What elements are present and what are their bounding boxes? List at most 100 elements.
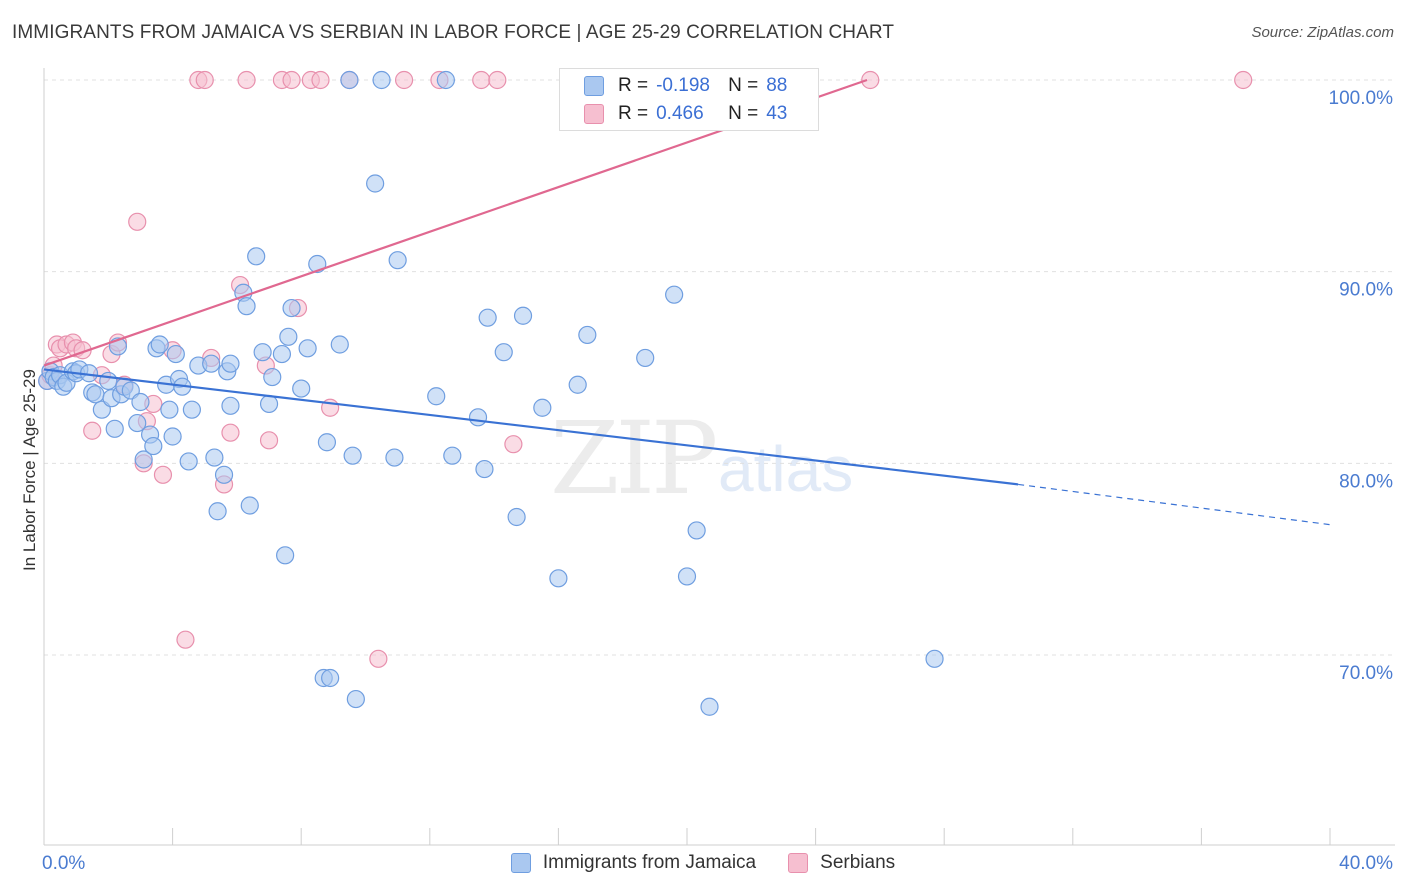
jamaica-point [343, 446, 362, 465]
jamaica-point [677, 567, 697, 586]
n-value: 43 [766, 103, 788, 124]
jamaica-point [144, 436, 163, 456]
jamaica-point [272, 344, 292, 364]
jamaica-point [578, 325, 597, 345]
jamaica-point [494, 343, 513, 362]
jamaica-point [247, 247, 266, 266]
jamaica-point [388, 251, 407, 270]
legend-item-jamaica[interactable]: Immigrants from Jamaica [510, 852, 757, 874]
jamaica-point [253, 343, 272, 362]
jamaica-point [687, 521, 706, 540]
serbian-point [153, 465, 173, 484]
serbian-point [221, 423, 240, 442]
jamaica-point [214, 465, 234, 484]
jamaica-trend-extension [1018, 483, 1331, 526]
jamaica-point [279, 327, 298, 346]
y-tick-label: 80.0% [1339, 471, 1393, 492]
n-value: 88 [766, 75, 788, 96]
jamaica-point [665, 285, 684, 304]
r-value: 0.466 [656, 103, 704, 124]
serbian-swatch-icon [584, 104, 604, 124]
correlation-legend: R = -0.198 N = 88 R = 0.466 N = 43 [559, 68, 819, 131]
serbian-point [237, 70, 256, 90]
jamaica-point [385, 448, 404, 467]
serbian-point [311, 70, 330, 90]
serbian-point [83, 421, 102, 440]
jamaica-point [150, 335, 169, 354]
jamaica-point [533, 398, 552, 417]
legend-label-serbians: Serbians [820, 852, 896, 873]
legend-label-jamaica: Immigrants from Jamaica [542, 852, 757, 873]
y-tick-label: 70.0% [1339, 663, 1393, 684]
watermark-zip: ZIP [550, 400, 718, 517]
serbian-point [176, 630, 195, 649]
serbian-point [488, 70, 507, 90]
jamaica-point [182, 400, 201, 419]
jamaica-point [237, 297, 256, 316]
y-tick-label: 90.0% [1339, 280, 1393, 301]
jamaica-point [321, 668, 340, 688]
jamaica-point [568, 375, 587, 394]
serbian-point [472, 70, 491, 90]
jamaica-point [478, 308, 497, 327]
jamaica-point [700, 697, 719, 716]
jamaica-point [263, 367, 282, 387]
jamaica-point [330, 335, 349, 354]
series-legend: Immigrants from Jamaica Serbians [0, 852, 1406, 874]
jamaica-point [163, 427, 182, 446]
jamaica-point [427, 387, 446, 406]
jamaica-point [436, 70, 455, 90]
jamaica-point [636, 348, 655, 368]
jamaica-point [468, 408, 488, 427]
jamaica-point [179, 452, 198, 471]
jamaica-point [443, 446, 462, 465]
x-tick-label: 40.0% [1339, 853, 1393, 874]
serbian-point [282, 70, 301, 90]
legend-item-serbians[interactable]: Serbians [788, 852, 895, 874]
serbian-point [195, 70, 214, 90]
jamaica-point [128, 413, 147, 433]
jamaica-point [282, 298, 301, 318]
jamaica-point [298, 339, 317, 358]
serbian-point [394, 70, 414, 90]
source-label: Source: ZipAtlas.com [1251, 24, 1394, 41]
jamaica-point [925, 649, 944, 668]
legend-row-serbian: R = 0.466 N = 43 [584, 102, 787, 126]
jamaica-point [346, 689, 365, 709]
jamaica-swatch-icon [584, 76, 604, 96]
jamaica-point [202, 354, 221, 373]
serbian-point [369, 649, 388, 668]
r-value: -0.198 [656, 75, 710, 96]
jamaica-point [507, 507, 526, 527]
r-label: R = [618, 103, 649, 124]
jamaica-point [105, 419, 124, 438]
n-label: N = [728, 75, 759, 96]
serbian-point [128, 212, 147, 231]
jamaica-point [166, 344, 185, 364]
chart-title: IMMIGRANTS FROM JAMAICA VS SERBIAN IN LA… [12, 22, 895, 43]
jamaica-point [513, 306, 533, 325]
x-tick-label: 0.0% [42, 853, 85, 874]
jamaica-point [86, 385, 105, 404]
serbian-point [259, 431, 279, 450]
jamaica-trend-line [43, 368, 1019, 486]
r-label: R = [618, 75, 649, 96]
jamaica-point [259, 394, 279, 414]
legend-row-jamaica: R = -0.198 N = 88 [584, 74, 787, 98]
jamaica-point [160, 400, 179, 419]
serbian-legend-swatch-icon [788, 853, 809, 873]
jamaica-point [208, 502, 227, 521]
jamaica-point [205, 448, 224, 467]
jamaica-point [475, 459, 494, 479]
jamaica-legend-swatch-icon [510, 853, 531, 873]
watermark-atlas: atlas [718, 433, 854, 505]
jamaica-point [99, 371, 118, 391]
serbian-point [1234, 70, 1253, 90]
serbian-point [861, 70, 880, 90]
serbian-point [504, 435, 523, 454]
n-label: N = [728, 103, 759, 124]
jamaica-point [366, 174, 385, 193]
jamaica-point [276, 546, 295, 565]
jamaica-point [221, 396, 240, 415]
